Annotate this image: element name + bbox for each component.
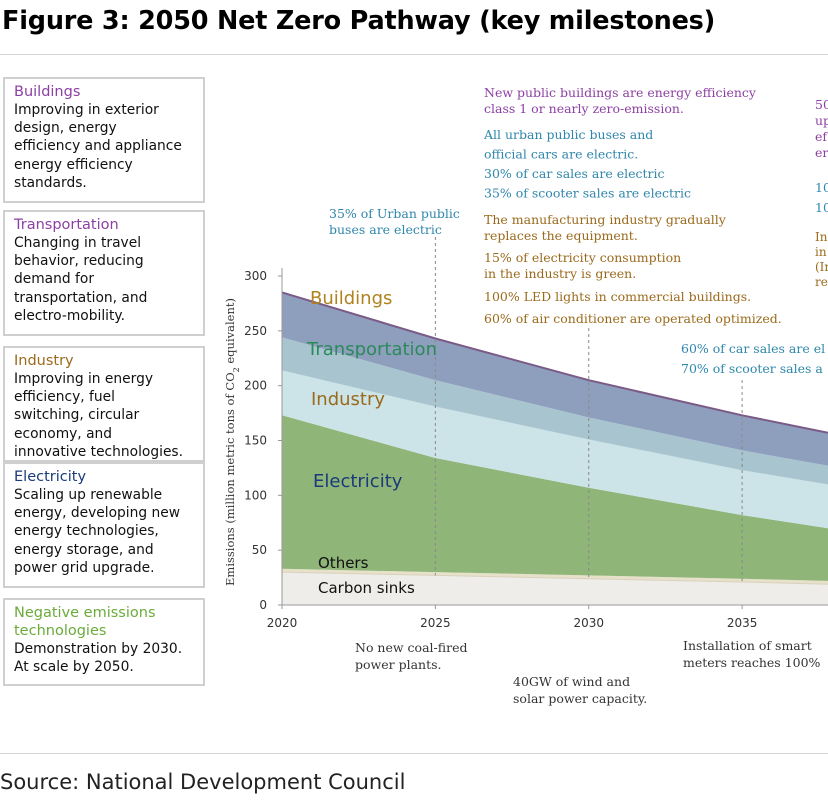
sector-desc-line: efficiency, fuel: [14, 389, 115, 406]
annotation-right-cut: 50: [815, 97, 828, 112]
sector-desc-line: switching, circular: [14, 407, 140, 424]
sector-heading: Buildings: [14, 84, 81, 100]
y-tick-label: 150: [244, 434, 267, 448]
annotation-right-cut: re: [815, 275, 828, 289]
source-note: Source: National Development Council: [0, 770, 406, 794]
sector-heading: Negative emissions: [14, 605, 156, 621]
annotation-2030-bottom: solar power capacity.: [513, 691, 647, 706]
sector-box-industry: Industry Improving in energy efficiency,…: [3, 346, 205, 462]
annotation-right-cut: (Ir: [815, 260, 828, 274]
series-label-industry: Industry: [311, 389, 385, 410]
annotation-2030-transport: 35% of scooter sales are electric: [484, 186, 691, 201]
y-tick-label: 0: [259, 598, 267, 612]
annotation-right-cut: ef: [815, 129, 828, 144]
area-buildings: [282, 292, 828, 466]
x-tick-label: 2035: [727, 616, 758, 630]
emissions-pathway-chart: 0 50 100 150 200 250 300 2020 2025 2030 2035 Emissi…: [223, 85, 828, 706]
annotation-2030-buildings: class 1 or nearly zero-emission.: [484, 101, 684, 116]
sector-box-buildings: Buildings Improving in exterior design, …: [3, 77, 205, 203]
annotation-2025-top: 35% of Urban public: [329, 206, 460, 221]
sector-box-electricity: Electricity Scaling up renewable energy,…: [3, 462, 205, 588]
series-label-transportation: Transportation: [306, 339, 437, 360]
series-label-buildings: Buildings: [310, 288, 392, 309]
annotation-2030-industry: 60% of air conditioner are operated opti…: [484, 311, 782, 326]
area-electricity: [282, 415, 828, 581]
annotation-2030-transport: official cars are electric.: [484, 147, 638, 162]
area-others: [282, 568, 828, 585]
sector-desc-line: standards.: [14, 174, 87, 191]
annotation-2025-bottom: power plants.: [355, 657, 442, 672]
sector-desc-line: design, energy: [14, 120, 117, 137]
sector-desc-line: energy technologies,: [14, 523, 159, 540]
sector-desc-line: demand for: [14, 271, 94, 288]
carbon-sinks-edge: [281, 571, 828, 585]
annotation-2030-transport: All urban public buses and: [483, 127, 653, 142]
area-carbon-sinks: [282, 572, 828, 605]
chart-axes: 0 50 100 150 200 250 300 2020 2025 2030 2035 Emissi…: [223, 268, 828, 630]
y-tick-label: 100: [244, 488, 267, 502]
sector-desc-line: transportation, and: [14, 289, 148, 306]
annotation-2030-bottom: 40GW of wind and: [513, 674, 630, 689]
annotation-2035-bottom: Installation of smart: [683, 638, 812, 653]
annotation-right-cut: 10: [815, 180, 828, 195]
series-label-others: Others: [318, 554, 369, 572]
annotation-2030-industry: in the industry is green.: [484, 266, 636, 281]
x-tick-label: 2025: [420, 616, 451, 630]
sector-desc-line: economy, and: [14, 425, 113, 442]
sector-heading: Electricity: [14, 469, 87, 485]
sector-desc-line: power grid upgrade.: [14, 559, 155, 576]
annotation-2035-top: 60% of car sales are el: [681, 341, 825, 356]
sector-desc-line: Demonstration by 2030.: [14, 641, 183, 657]
sector-heading: Transportation: [14, 217, 119, 233]
annotation-right-cut: in: [815, 245, 827, 259]
sector-desc-line: Improving in energy: [14, 371, 153, 387]
annotation-2030-transport: 30% of car sales are electric: [484, 166, 665, 181]
annotation-2025-bottom: No new coal-fired: [355, 640, 467, 655]
area-transportation: [282, 337, 828, 485]
sector-desc-line: At scale by 2050.: [14, 659, 134, 676]
annotation-right-cut: In: [815, 230, 828, 244]
sector-desc-line: behavior, reducing: [14, 253, 144, 270]
sector-desc-line: energy efficiency: [14, 156, 133, 173]
y-tick-label: 250: [244, 324, 267, 338]
annotation-2030-industry: replaces the equipment.: [484, 228, 638, 243]
sector-heading-line2: technologies: [14, 623, 107, 639]
sector-heading: Industry: [14, 353, 74, 369]
series-label-carbon-sinks: Carbon sinks: [318, 579, 415, 597]
annotation-2035-bottom: meters reaches 100%: [683, 655, 821, 670]
y-tick-label: 200: [244, 379, 267, 393]
annotation-right-cut: up: [815, 113, 828, 128]
milestone-dashed-lines: [434, 237, 743, 582]
annotation-2025-top: buses are electric: [329, 222, 442, 237]
y-tick-label: 300: [244, 269, 267, 283]
sector-box-negative-emissions: Negative emissions technologies Demonstr…: [3, 598, 205, 686]
sector-desc-line: electro-mobility.: [14, 307, 125, 324]
title-divider: [0, 54, 828, 55]
annotation-2030-industry: 100% LED lights in commercial buildings.: [484, 289, 751, 304]
source-divider: [0, 753, 828, 754]
sector-desc-line: Improving in exterior: [14, 102, 159, 118]
series-label-electricity: Electricity: [313, 471, 403, 492]
sector-box-transportation: Transportation Changing in travel behavi…: [3, 210, 205, 336]
x-tick-label: 2030: [573, 616, 604, 630]
sector-desc-line: energy, developing new: [14, 505, 181, 522]
annotation-right-cut: er: [815, 145, 828, 160]
stacked-areas: [281, 291, 828, 605]
sector-desc-line: efficiency and appliance: [14, 138, 182, 155]
annotation-right-cut: 10: [815, 200, 828, 215]
annotation-2035-top: 70% of scooter sales a: [681, 361, 823, 376]
annotation-2030-industry: 15% of electricity consumption: [484, 250, 681, 265]
y-tick-label: 50: [252, 543, 267, 557]
x-tick-label: 2020: [267, 616, 298, 630]
annotation-2030-buildings: New public buildings are energy efficien…: [484, 85, 757, 100]
y-axis-label: Emissions (million metric tons of CO2 eq…: [223, 298, 241, 586]
sector-desc-line: energy storage, and: [14, 541, 154, 558]
sector-desc-line: Scaling up renewable: [14, 487, 163, 503]
sector-desc-line: innovative technologies.: [14, 443, 184, 460]
chart-labels: Buildings Transportation Industry Electrici…: [306, 85, 828, 706]
annotation-2030-industry: The manufacturing industry gradually: [484, 212, 727, 227]
figure-title: Figure 3: 2050 Net Zero Pathway (key mil…: [2, 6, 716, 36]
area-top-edge: [281, 291, 828, 434]
sector-desc-line: Changing in travel: [14, 235, 142, 251]
